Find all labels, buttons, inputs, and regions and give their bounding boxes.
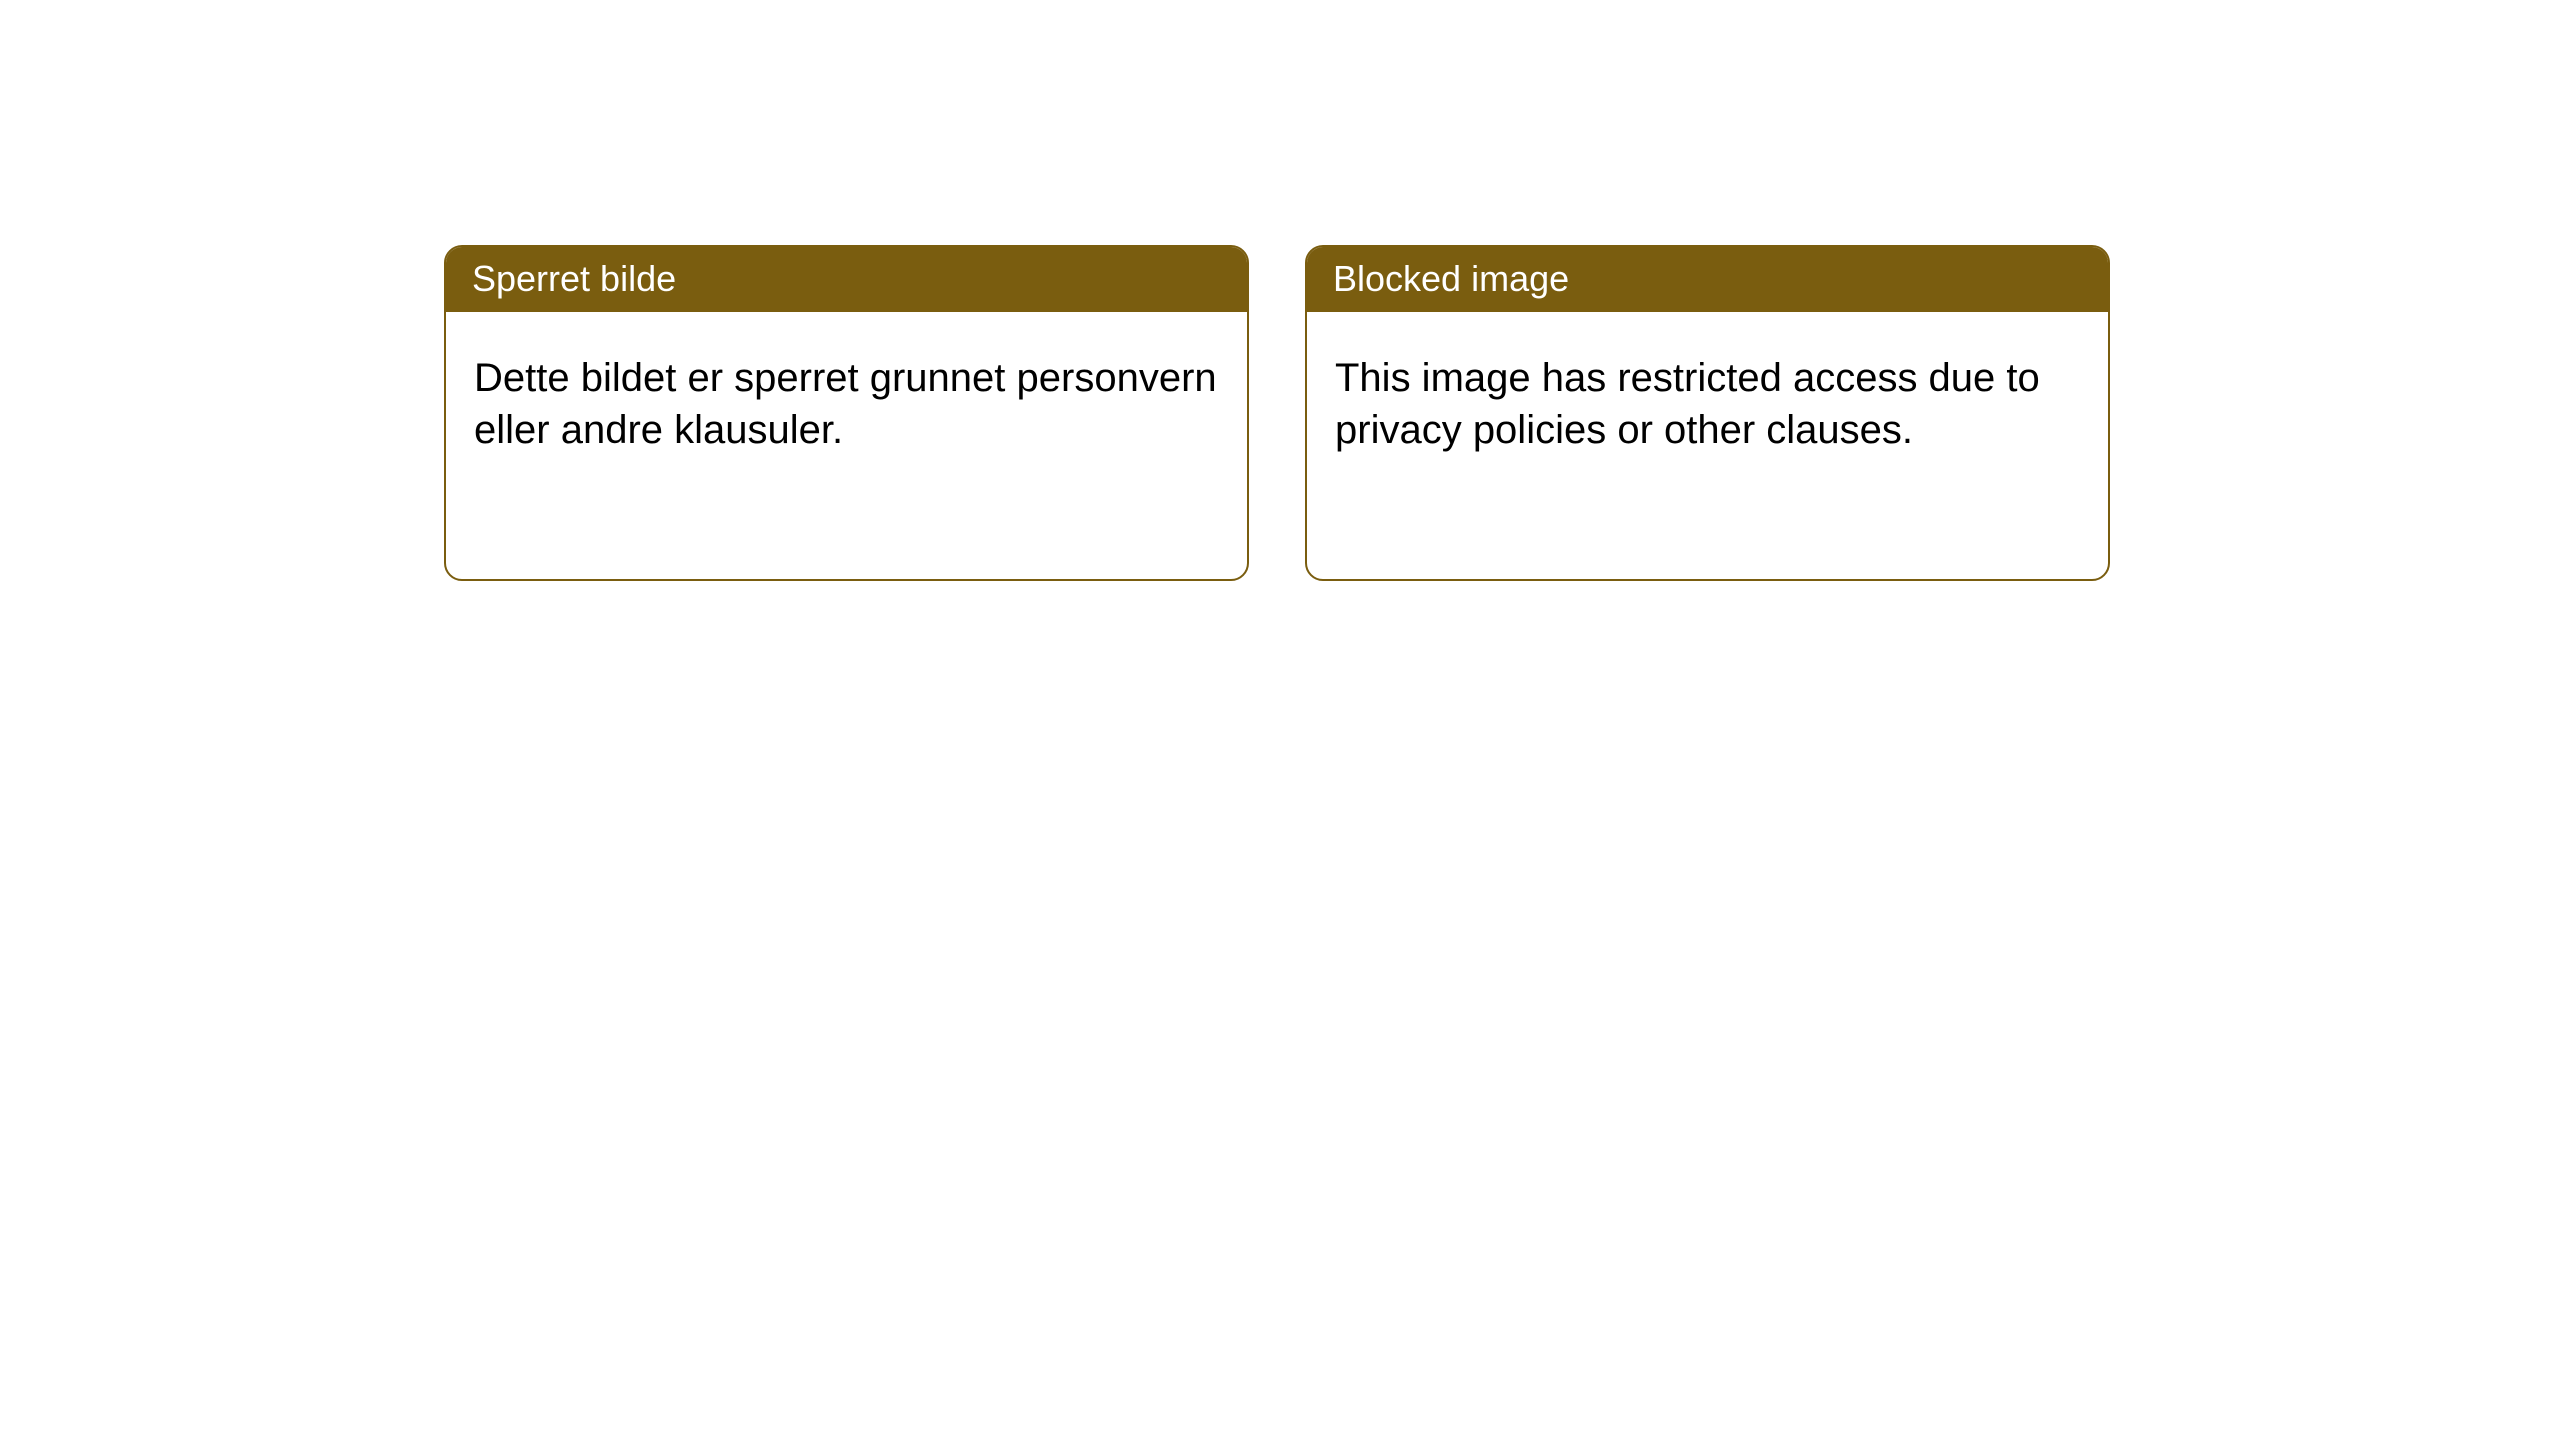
notice-title: Sperret bilde bbox=[472, 258, 676, 299]
notice-body: This image has restricted access due to … bbox=[1307, 312, 2108, 484]
notice-header: Blocked image bbox=[1307, 247, 2108, 312]
notice-body: Dette bildet er sperret grunnet personve… bbox=[446, 312, 1247, 484]
notice-container: Sperret bilde Dette bildet er sperret gr… bbox=[0, 0, 2560, 581]
notice-body-text: This image has restricted access due to … bbox=[1335, 356, 2040, 452]
notice-box-english: Blocked image This image has restricted … bbox=[1305, 245, 2110, 581]
notice-header: Sperret bilde bbox=[446, 247, 1247, 312]
notice-title: Blocked image bbox=[1333, 258, 1569, 299]
notice-box-norwegian: Sperret bilde Dette bildet er sperret gr… bbox=[444, 245, 1249, 581]
notice-body-text: Dette bildet er sperret grunnet personve… bbox=[474, 356, 1217, 452]
